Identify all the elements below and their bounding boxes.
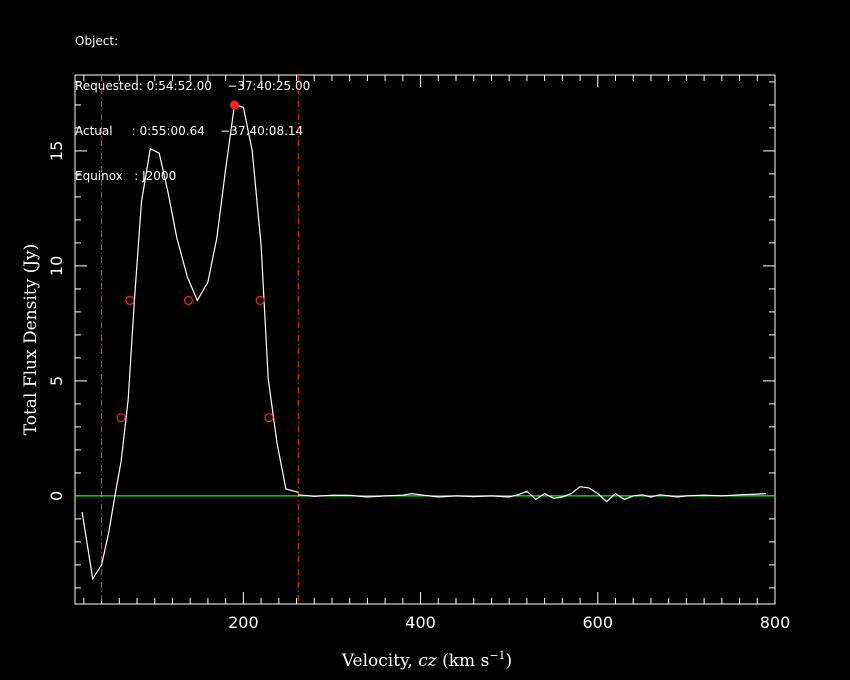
header-equinox: Equinox : J2000 [75,169,177,183]
x-tick-label: 600 [583,613,614,632]
header-object: Object: [75,34,119,48]
x-tick-label: 200 [228,613,259,632]
width-marker [255,295,265,305]
width-marker [264,413,274,423]
x-tick-label: 800 [760,613,791,632]
width-marker [116,413,126,423]
y-tick-label: 5 [47,376,66,386]
y-tick-label: 15 [47,141,66,161]
y-axis-title: Total Flux Density (Jy) [21,244,41,436]
x-axis-title: Velocity, cz (km s−1) [341,649,512,671]
header-requested: Requested: 0:54:52.00 −37:40:25.00 [75,79,311,93]
width-marker [183,295,194,305]
y-tick-label: 10 [47,256,66,276]
y-tick-label: 0 [47,491,66,501]
header-info: Object: Requested: 0:54:52.00 −37:40:25.… [75,4,310,199]
peak-marker [229,100,239,110]
width-marker [125,295,135,305]
series-line-spectrum [81,104,299,581]
series-line-residual [298,486,767,503]
header-actual: Actual : 0:55:00.64 −37:40:08.14 [75,124,304,138]
plot-frame [74,74,776,605]
x-tick-label: 400 [405,613,436,632]
